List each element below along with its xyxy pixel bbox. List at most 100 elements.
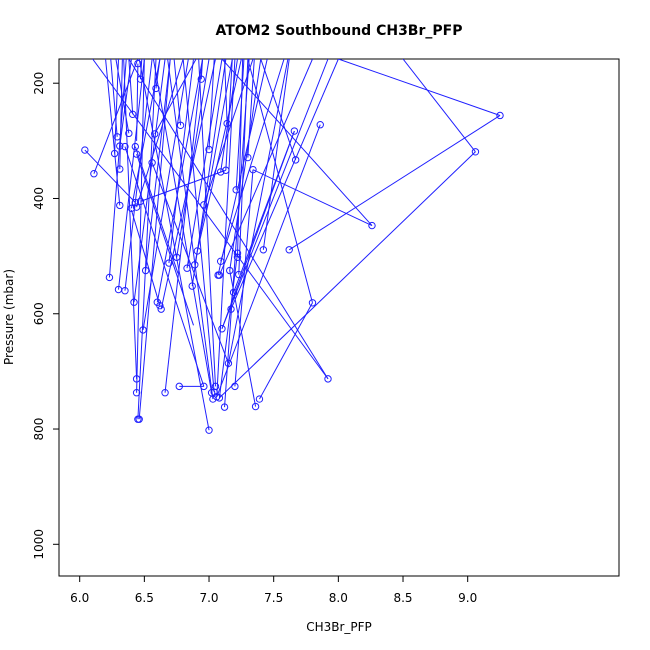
data-point bbox=[127, 204, 136, 212]
y-tick-label: 600 bbox=[32, 302, 46, 325]
y-tick-label: 800 bbox=[32, 418, 46, 441]
series-line-segment bbox=[155, 59, 161, 89]
data-point bbox=[251, 402, 260, 411]
data-point bbox=[215, 394, 224, 402]
series-line-segment bbox=[117, 59, 145, 290]
series-line-segment bbox=[182, 59, 215, 393]
x-tick-label: 6.0 bbox=[70, 591, 89, 605]
data-point bbox=[121, 142, 129, 151]
data-point bbox=[132, 203, 141, 211]
data-point bbox=[132, 389, 141, 397]
data-point bbox=[259, 246, 268, 254]
data-point bbox=[156, 301, 164, 310]
data-point bbox=[233, 249, 242, 257]
data-point bbox=[200, 201, 208, 209]
data-point bbox=[134, 59, 142, 68]
data-point bbox=[308, 299, 317, 307]
data-point bbox=[131, 142, 140, 151]
series-line-segment bbox=[220, 59, 285, 262]
data-point bbox=[222, 166, 230, 174]
data-point bbox=[121, 286, 129, 295]
data-point bbox=[139, 326, 147, 334]
data-point bbox=[132, 150, 141, 158]
x-axis: 6.0 6.5 7.0 7.5 8.0 8.5 9.0 bbox=[70, 576, 477, 605]
series-line-segment bbox=[134, 146, 179, 274]
data-point bbox=[233, 253, 242, 261]
series-line-segment bbox=[229, 270, 257, 407]
series-line-segment bbox=[138, 59, 210, 431]
data-point bbox=[116, 201, 124, 210]
data-point bbox=[191, 261, 199, 269]
data-point bbox=[183, 264, 191, 272]
data-point bbox=[125, 129, 133, 138]
data-point bbox=[172, 253, 181, 261]
data-point bbox=[131, 198, 140, 207]
series-line-segment bbox=[260, 59, 297, 161]
series-line-segment bbox=[84, 149, 136, 203]
data-point bbox=[152, 84, 160, 93]
series-line-segment bbox=[110, 59, 118, 137]
data-point bbox=[290, 127, 299, 135]
series-line-segment bbox=[137, 59, 157, 420]
data-point bbox=[205, 426, 213, 434]
data-point bbox=[135, 415, 143, 423]
series-line-segment bbox=[156, 59, 204, 303]
series-line-segment bbox=[128, 59, 134, 115]
x-tick-label: 6.5 bbox=[135, 591, 154, 605]
data-point bbox=[471, 148, 480, 156]
data-point bbox=[129, 110, 137, 119]
data-point bbox=[216, 257, 225, 266]
series-line-segment bbox=[136, 59, 184, 208]
y-tick-label: 200 bbox=[32, 72, 46, 95]
series-line-segment bbox=[128, 59, 329, 380]
data-point bbox=[81, 146, 89, 154]
series-line-segment bbox=[92, 59, 329, 380]
data-point bbox=[216, 168, 225, 176]
series-line-segment bbox=[235, 59, 245, 190]
data-point bbox=[116, 142, 124, 150]
series-line-segment bbox=[224, 59, 228, 124]
data-point bbox=[136, 197, 145, 206]
chart-title: ATOM2 Southbound CH3Br_PFP bbox=[216, 23, 463, 39]
data-point bbox=[231, 382, 239, 391]
data-point bbox=[368, 221, 376, 230]
series-line-segment bbox=[136, 63, 139, 141]
series-line-segment bbox=[208, 59, 215, 150]
series-line-segment bbox=[108, 59, 127, 278]
data-point bbox=[175, 382, 183, 391]
series-line-segment bbox=[219, 151, 476, 399]
x-axis-label: CH3Br_PFP bbox=[306, 620, 372, 634]
data-point bbox=[324, 375, 332, 383]
series-line-segment bbox=[221, 59, 329, 329]
data-point bbox=[197, 75, 205, 83]
series-line-segment bbox=[236, 59, 244, 258]
series-line-segment bbox=[216, 124, 321, 397]
series-line-segment bbox=[154, 59, 197, 135]
data-point bbox=[161, 389, 169, 397]
x-tick-label: 7.5 bbox=[264, 591, 283, 605]
series-line-segment bbox=[229, 59, 262, 271]
series-line-segment bbox=[115, 59, 130, 134]
data-point bbox=[205, 145, 213, 154]
data-point bbox=[193, 247, 202, 255]
data-point bbox=[229, 288, 238, 297]
series-line-segment bbox=[124, 59, 153, 291]
series-line-segment bbox=[136, 59, 145, 393]
series-line-segment bbox=[196, 59, 242, 252]
data-point bbox=[90, 169, 98, 178]
series-line-segment bbox=[234, 169, 254, 387]
data-point bbox=[105, 273, 114, 282]
data-point bbox=[113, 133, 121, 141]
data-point bbox=[211, 382, 220, 391]
series-line-segment bbox=[164, 59, 204, 393]
series-line-segment bbox=[217, 59, 268, 276]
x-tick-label: 9.0 bbox=[458, 591, 477, 605]
data-point bbox=[232, 186, 240, 194]
data-point bbox=[316, 121, 324, 129]
data-point bbox=[136, 75, 145, 83]
data-point bbox=[188, 282, 196, 290]
data-point bbox=[224, 359, 233, 368]
data-point bbox=[132, 375, 141, 383]
series-line-segment bbox=[259, 302, 313, 400]
